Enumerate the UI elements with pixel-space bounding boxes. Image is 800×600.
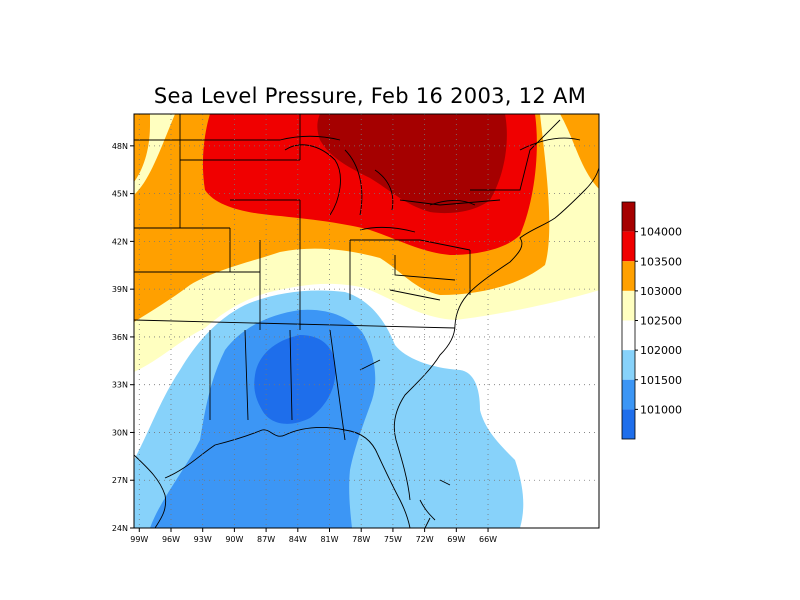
y-tick-label: 39N: [112, 285, 128, 294]
x-axis: 99W 96W 93W 90W 87W 84W 81W 78W 75W 72W 69W 66W: [130, 528, 497, 544]
x-tick-label: 93W: [194, 535, 212, 544]
colorbar-swatch: [622, 379, 635, 410]
x-tick-label: 96W: [162, 535, 180, 544]
pressure-field: [134, 114, 599, 528]
geographic-outlines: [134, 114, 599, 528]
band-below-101000: [254, 335, 336, 424]
band-104000: [317, 114, 507, 214]
x-tick-label: 75W: [384, 535, 402, 544]
x-tick-label: 99W: [130, 535, 148, 544]
y-tick-label: 48N: [112, 142, 128, 151]
y-tick-label: 33N: [112, 381, 128, 390]
gulf-coastline: [134, 427, 411, 528]
colorbar-swatch: [622, 409, 635, 439]
gridlines: [134, 114, 599, 529]
y-tick-label: 24N: [112, 524, 128, 533]
y-tick-label: 30N: [112, 428, 128, 437]
great-lakes: [284, 144, 476, 233]
colorbar-swatch: [622, 231, 635, 262]
colorbar-label: 103000: [640, 285, 682, 298]
colorbar-label: 104000: [640, 226, 682, 239]
colorbar-label: 102500: [640, 315, 682, 328]
colorbar-swatch: [622, 202, 635, 232]
y-tick-label: 27N: [112, 476, 128, 485]
x-tick-label: 87W: [257, 535, 275, 544]
canada-border: [134, 119, 581, 191]
plot-frame: [133, 113, 600, 529]
map-title: Sea Level Pressure, Feb 16 2003, 12 AM: [153, 84, 587, 108]
colorbar-swatch: [622, 261, 635, 291]
colorbar-label: 103500: [640, 255, 682, 268]
x-tick-label: 84W: [289, 535, 307, 544]
colorbar-swatch: [622, 320, 635, 351]
colorbar-label: 101500: [640, 374, 682, 387]
y-tick-label: 45N: [112, 190, 128, 199]
colorbar: 104000 103500 103000 102500 102000 101500 1010…: [621, 201, 682, 440]
y-tick-label: 36N: [112, 333, 128, 342]
colorbar-swatch: [622, 350, 635, 380]
y-tick-label: 42N: [112, 237, 128, 246]
x-tick-label: 72W: [416, 535, 434, 544]
x-tick-label: 66W: [479, 535, 497, 544]
x-tick-label: 81W: [320, 535, 338, 544]
x-tick-label: 90W: [225, 535, 243, 544]
colorbar-label: 101000: [640, 403, 682, 416]
x-tick-label: 78W: [352, 535, 370, 544]
x-tick-label: 69W: [447, 535, 465, 544]
caribbean-islands: [419, 479, 451, 528]
colorbar-swatch: [622, 290, 635, 321]
state-borders: [134, 114, 501, 441]
y-axis: 24N 27N 30N 33N 36N 39N 42N 45N 48N: [112, 142, 134, 533]
colorbar-label: 102000: [640, 344, 682, 357]
